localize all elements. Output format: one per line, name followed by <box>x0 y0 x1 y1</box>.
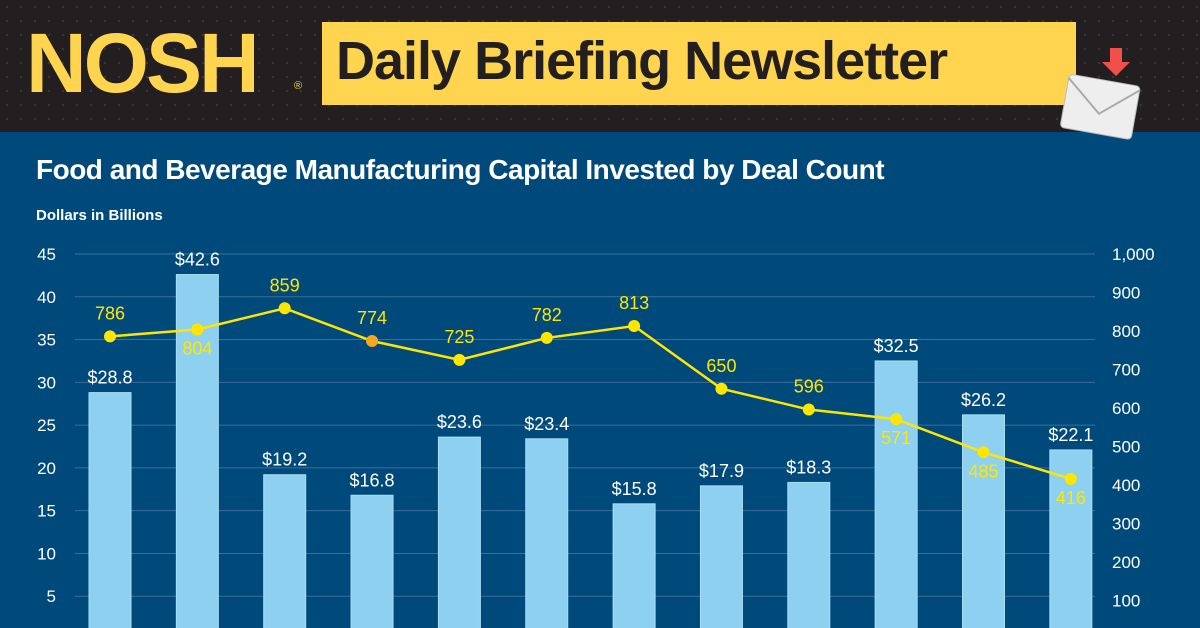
bar-value-label: $42.6 <box>175 250 220 270</box>
nosh-logo: NOSH <box>26 16 260 110</box>
y2-tick-label: 500 <box>1112 438 1140 457</box>
bar <box>525 438 569 628</box>
bar-value-label: $18.3 <box>786 457 831 477</box>
y-tick-label: 25 <box>37 416 56 435</box>
deal-count-point <box>366 335 379 348</box>
deal-count-point <box>278 302 291 315</box>
bar-value-label: $15.8 <box>612 479 657 499</box>
y-tick-label: 15 <box>37 502 56 521</box>
y2-tick-label: 800 <box>1112 322 1140 341</box>
bar <box>874 360 918 628</box>
bar <box>437 436 481 628</box>
bar-value-label: $28.8 <box>87 368 132 388</box>
deal-count-label: 596 <box>794 377 824 397</box>
deal-count-point <box>1064 472 1077 485</box>
bar-value-label: $16.8 <box>350 470 395 490</box>
bar-value-label: $26.2 <box>961 390 1006 410</box>
deal-count-point <box>802 403 815 416</box>
bar <box>350 494 394 628</box>
deal-count-label: 485 <box>968 461 998 481</box>
bar <box>612 503 656 628</box>
deal-count-label: 804 <box>182 338 212 358</box>
y-tick-label: 35 <box>37 331 56 350</box>
chart-title: Food and Beverage Manufacturing Capital … <box>36 154 885 185</box>
deal-count-point <box>104 330 116 343</box>
deal-count-point <box>628 319 641 332</box>
y2-tick-label: 400 <box>1112 476 1140 495</box>
y2-tick-label: 700 <box>1112 361 1140 380</box>
bar <box>699 485 743 628</box>
y-axis-label: Dollars in Billions <box>36 207 163 224</box>
bar-value-label: $32.5 <box>874 336 919 356</box>
bar <box>88 392 132 628</box>
y-tick-label: 40 <box>37 288 56 307</box>
y2-tick-label: 1,000 <box>1112 245 1155 264</box>
bar <box>787 481 831 628</box>
bar-value-label: $17.9 <box>699 461 744 481</box>
deal-count-label: 650 <box>706 356 736 376</box>
deal-count-point <box>890 413 903 426</box>
registered-mark: ® <box>294 80 303 92</box>
y-tick-label: 20 <box>37 459 56 478</box>
bar <box>263 474 307 628</box>
bar-value-label: $23.6 <box>437 412 482 432</box>
deal-count-point <box>977 446 990 459</box>
banner-text: Daily Briefing Newsletter <box>336 31 948 91</box>
bar-value-label: $23.4 <box>524 414 569 434</box>
newsletter-banner: Daily Briefing Newsletter <box>322 22 1076 105</box>
deal-count-label: 416 <box>1056 488 1086 508</box>
deal-count-point <box>453 353 466 366</box>
bar-value-label: $22.1 <box>1048 425 1093 445</box>
deal-count-label: 813 <box>619 293 649 313</box>
deal-count-point <box>540 331 553 344</box>
y-tick-label: 10 <box>37 544 56 563</box>
deal-count-point <box>191 323 204 336</box>
deal-count-label: 786 <box>95 303 125 323</box>
y-tick-label: 30 <box>37 373 56 392</box>
deal-count-label: 571 <box>881 428 911 448</box>
y2-tick-label: 600 <box>1112 399 1140 418</box>
y2-tick-label: 100 <box>1112 592 1140 611</box>
deal-count-label: 725 <box>444 327 474 347</box>
y2-tick-label: 200 <box>1112 553 1140 572</box>
header: NOSH ® Daily Briefing Newsletter <box>0 0 1200 140</box>
deal-count-label: 782 <box>532 305 562 325</box>
bar-value-label: $19.2 <box>262 450 307 470</box>
deal-count-label: 859 <box>270 275 300 295</box>
envelope-download-icon <box>1060 48 1141 140</box>
y2-tick-label: 900 <box>1112 284 1140 303</box>
y-tick-label: 5 <box>47 587 56 606</box>
deal-count-line <box>109 306 1072 481</box>
y-tick-label: 45 <box>37 245 56 264</box>
y2-tick-label: 300 <box>1112 515 1140 534</box>
deal-count-label: 774 <box>357 308 387 328</box>
deal-count-point <box>715 382 728 395</box>
